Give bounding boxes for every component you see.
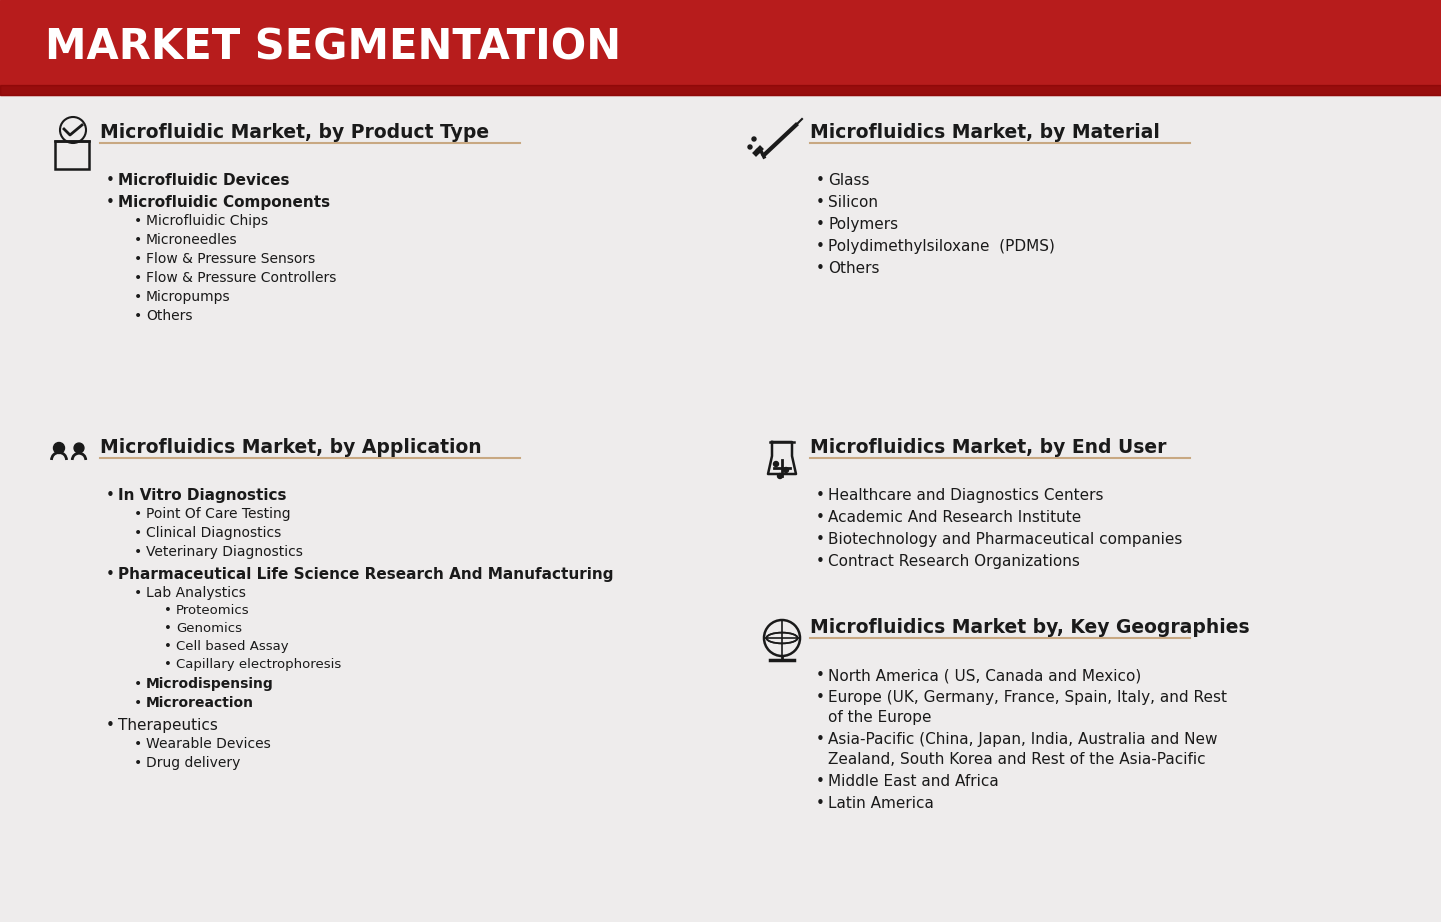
Text: •: • [107,567,115,582]
Text: •: • [164,640,171,653]
Text: •: • [164,658,171,671]
Text: Others: Others [146,309,193,323]
Text: •: • [134,737,143,751]
Text: Flow & Pressure Sensors: Flow & Pressure Sensors [146,252,316,266]
Text: Microfluidics Market, by End User: Microfluidics Market, by End User [810,438,1167,457]
Bar [0,0,1441,95]
Text: Microfluidic Market, by Product Type: Microfluidic Market, by Product Type [99,123,488,142]
Text: •: • [816,173,824,188]
Text: of the Europe: of the Europe [829,710,931,725]
Text: •: • [134,526,143,540]
Text: Glass: Glass [829,173,869,188]
Text: Therapeutics: Therapeutics [118,718,218,733]
Text: Polymers: Polymers [829,217,898,232]
Text: Others: Others [829,261,879,276]
Text: •: • [816,690,824,705]
Text: Microneedles: Microneedles [146,233,238,247]
Text: •: • [816,554,824,569]
Text: Veterinary Diagnostics: Veterinary Diagnostics [146,545,303,559]
Text: •: • [134,586,143,600]
Text: Drug delivery: Drug delivery [146,756,241,770]
Text: •: • [816,488,824,503]
Text: Asia-Pacific (China, Japan, India, Australia and New: Asia-Pacific (China, Japan, India, Austr… [829,732,1218,747]
Text: •: • [816,732,824,747]
Text: •: • [816,510,824,525]
Text: •: • [816,668,824,683]
Text: Clinical Diagnostics: Clinical Diagnostics [146,526,281,540]
Text: •: • [134,290,143,304]
Text: Microdispensing: Microdispensing [146,677,274,691]
Bar [55,141,89,169]
Circle shape [73,443,84,453]
Text: •: • [134,696,143,710]
Text: Microfluidic Components: Microfluidic Components [118,195,330,210]
Text: •: • [134,756,143,770]
Text: Silicon: Silicon [829,195,878,210]
Circle shape [752,137,757,141]
Text: Proteomics: Proteomics [176,604,249,617]
Text: Genomics: Genomics [176,622,242,635]
Text: •: • [107,488,115,503]
Text: Lab Analystics: Lab Analystics [146,586,246,600]
Circle shape [774,462,778,467]
Text: Micropumps: Micropumps [146,290,231,304]
Text: Microfluidics Market, by Application: Microfluidics Market, by Application [99,438,481,457]
Text: MARKET SEGMENTATION: MARKET SEGMENTATION [45,27,621,68]
Text: •: • [134,214,143,228]
Text: •: • [164,622,171,635]
Text: •: • [134,677,143,691]
Text: •: • [134,271,143,285]
Text: •: • [134,545,143,559]
Circle shape [778,474,782,479]
Text: Polydimethylsiloxane  (PDMS): Polydimethylsiloxane (PDMS) [829,239,1055,254]
Text: •: • [816,195,824,210]
Text: Middle East and Africa: Middle East and Africa [829,774,999,788]
Text: In Vitro Diagnostics: In Vitro Diagnostics [118,488,287,503]
Text: •: • [816,261,824,276]
Text: •: • [134,252,143,266]
Text: Point Of Care Testing: Point Of Care Testing [146,507,291,521]
Text: Cell based Assay: Cell based Assay [176,640,288,653]
Text: Wearable Devices: Wearable Devices [146,737,271,751]
Text: •: • [107,173,115,188]
Text: North America ( US, Canada and Mexico): North America ( US, Canada and Mexico) [829,668,1141,683]
Text: •: • [816,217,824,232]
Bar [0,85,1441,95]
Text: Microfluidics Market by, Key Geographies: Microfluidics Market by, Key Geographies [810,618,1249,637]
Text: Microfluidics Market, by Material: Microfluidics Market, by Material [810,123,1160,142]
Circle shape [748,145,752,149]
Text: •: • [816,532,824,547]
Text: Latin America: Latin America [829,796,934,810]
Text: Microreaction: Microreaction [146,696,254,710]
Text: •: • [134,309,143,323]
Circle shape [757,149,759,153]
Text: Pharmaceutical Life Science Research And Manufacturing: Pharmaceutical Life Science Research And… [118,567,614,582]
Text: Flow & Pressure Controllers: Flow & Pressure Controllers [146,271,336,285]
Circle shape [784,467,788,472]
Text: Capillary electrophoresis: Capillary electrophoresis [176,658,342,671]
Text: Academic And Research Institute: Academic And Research Institute [829,510,1081,525]
Circle shape [53,443,65,454]
Text: Microfluidic Chips: Microfluidic Chips [146,214,268,228]
Text: Zealand, South Korea and Rest of the Asia-Pacific: Zealand, South Korea and Rest of the Asi… [829,751,1206,766]
Text: •: • [107,718,115,733]
Text: •: • [816,239,824,254]
Text: •: • [164,604,171,617]
Text: Contract Research Organizations: Contract Research Organizations [829,554,1079,569]
Text: Europe (UK, Germany, France, Spain, Italy, and Rest: Europe (UK, Germany, France, Spain, Ital… [829,690,1226,705]
Text: •: • [107,195,115,210]
Text: •: • [134,233,143,247]
Text: •: • [816,774,824,788]
Text: Microfluidic Devices: Microfluidic Devices [118,173,290,188]
Text: •: • [816,796,824,810]
Text: Healthcare and Diagnostics Centers: Healthcare and Diagnostics Centers [829,488,1104,503]
Text: •: • [134,507,143,521]
Text: Biotechnology and Pharmaceutical companies: Biotechnology and Pharmaceutical compani… [829,532,1183,547]
